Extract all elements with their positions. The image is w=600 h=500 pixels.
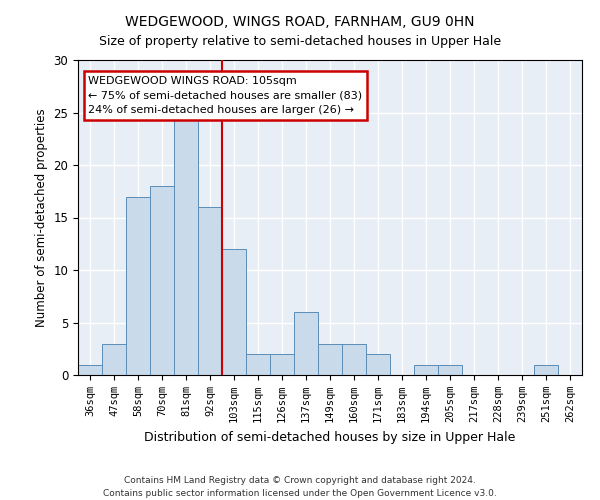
Bar — [150, 186, 174, 375]
X-axis label: Distribution of semi-detached houses by size in Upper Hale: Distribution of semi-detached houses by … — [145, 430, 515, 444]
Bar — [438, 364, 462, 375]
Bar — [222, 249, 246, 375]
Bar — [342, 344, 366, 375]
Bar — [270, 354, 294, 375]
Bar — [198, 207, 222, 375]
Text: WEDGEWOOD, WINGS ROAD, FARNHAM, GU9 0HN: WEDGEWOOD, WINGS ROAD, FARNHAM, GU9 0HN — [125, 15, 475, 29]
Text: Size of property relative to semi-detached houses in Upper Hale: Size of property relative to semi-detach… — [99, 35, 501, 48]
Y-axis label: Number of semi-detached properties: Number of semi-detached properties — [35, 108, 48, 327]
Text: WEDGEWOOD WINGS ROAD: 105sqm
← 75% of semi-detached houses are smaller (83)
24% : WEDGEWOOD WINGS ROAD: 105sqm ← 75% of se… — [88, 76, 362, 116]
Bar — [78, 364, 102, 375]
Bar — [126, 196, 150, 375]
Text: Contains HM Land Registry data © Crown copyright and database right 2024.
Contai: Contains HM Land Registry data © Crown c… — [103, 476, 497, 498]
Bar — [414, 364, 438, 375]
Bar — [174, 112, 198, 375]
Bar — [534, 364, 558, 375]
Bar — [246, 354, 270, 375]
Bar — [366, 354, 390, 375]
Bar — [294, 312, 318, 375]
Bar — [102, 344, 126, 375]
Bar — [318, 344, 342, 375]
